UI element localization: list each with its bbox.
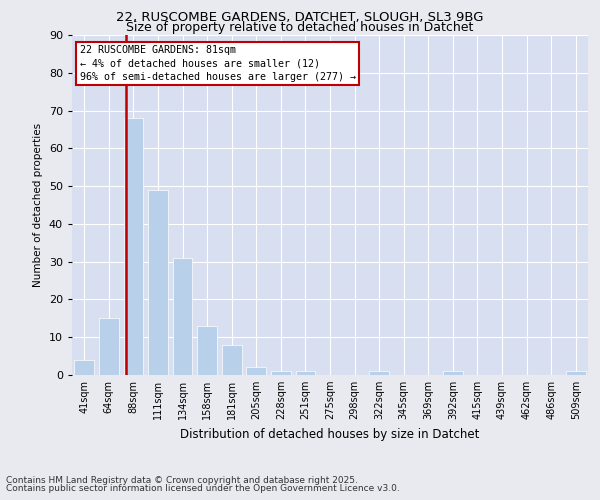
Bar — [370, 371, 389, 375]
Bar — [222, 345, 242, 375]
Text: Size of property relative to detached houses in Datchet: Size of property relative to detached ho… — [127, 21, 473, 34]
Text: 22, RUSCOMBE GARDENS, DATCHET, SLOUGH, SL3 9BG: 22, RUSCOMBE GARDENS, DATCHET, SLOUGH, S… — [116, 11, 484, 24]
Bar — [443, 371, 463, 375]
Bar — [566, 371, 586, 375]
Bar — [197, 326, 217, 375]
Bar — [296, 371, 315, 375]
Bar — [124, 118, 143, 375]
Bar — [148, 190, 168, 375]
Bar — [74, 360, 94, 375]
Bar — [99, 318, 119, 375]
Text: 22 RUSCOMBE GARDENS: 81sqm
← 4% of detached houses are smaller (12)
96% of semi-: 22 RUSCOMBE GARDENS: 81sqm ← 4% of detac… — [80, 45, 356, 82]
Text: Contains HM Land Registry data © Crown copyright and database right 2025.: Contains HM Land Registry data © Crown c… — [6, 476, 358, 485]
Bar — [271, 371, 290, 375]
Bar — [247, 368, 266, 375]
Bar — [173, 258, 193, 375]
Text: Contains public sector information licensed under the Open Government Licence v3: Contains public sector information licen… — [6, 484, 400, 493]
Y-axis label: Number of detached properties: Number of detached properties — [33, 123, 43, 287]
X-axis label: Distribution of detached houses by size in Datchet: Distribution of detached houses by size … — [181, 428, 479, 440]
